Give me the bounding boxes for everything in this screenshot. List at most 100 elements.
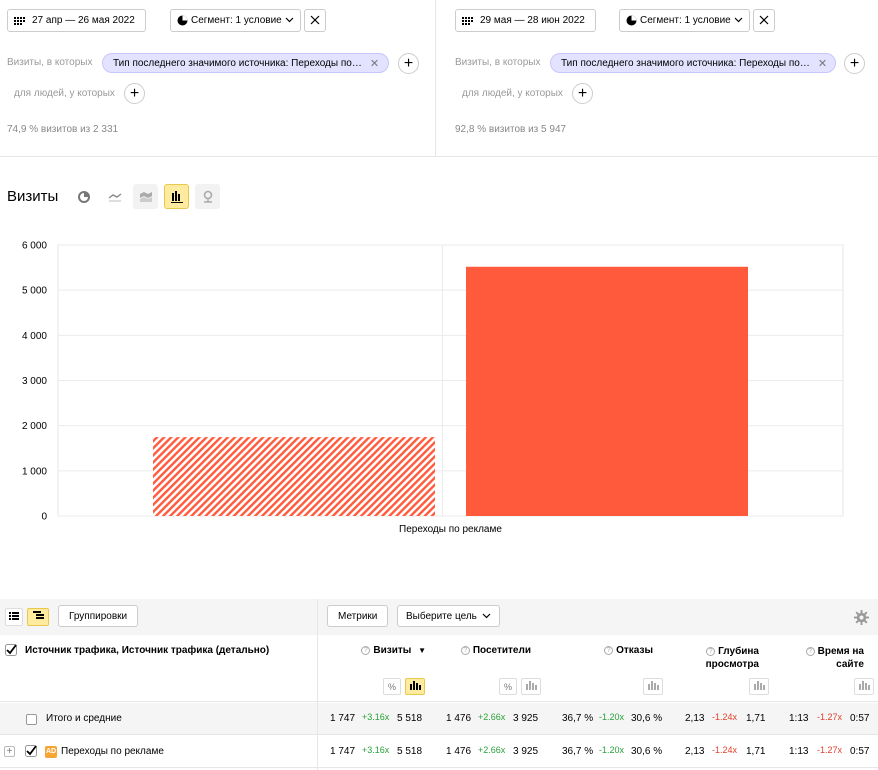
flat-view-button[interactable] — [5, 608, 23, 626]
percent-toggle[interactable]: % — [383, 678, 401, 695]
cell-delta: +2.66x — [478, 745, 506, 755]
dimension-header[interactable]: Источник трафика, Источник трафика (дета… — [25, 645, 270, 656]
y-tick-label: 0 — [41, 512, 47, 523]
bars-icon — [858, 680, 870, 693]
cell-value: 1,71 — [746, 746, 766, 757]
tree-view-button[interactable] — [27, 608, 49, 626]
dimension-checkbox[interactable] — [5, 644, 17, 659]
bars-toggle[interactable] — [643, 678, 663, 695]
visits-where-label: Визиты, в которых — [455, 57, 541, 68]
cell-delta: -1.27x — [817, 745, 843, 755]
cell-delta: +3.16x — [362, 745, 390, 755]
add-visit-condition-button[interactable]: + — [844, 53, 865, 74]
visits-where-label: Визиты, в которых — [7, 57, 93, 68]
people-where-label: для людей, у которых — [14, 88, 115, 99]
bars-toggle[interactable] — [749, 678, 769, 695]
bars-icon — [753, 680, 765, 693]
gear-icon[interactable] — [854, 610, 869, 628]
close-icon[interactable]: ✕ — [817, 57, 828, 70]
help-icon[interactable]: ? — [460, 646, 470, 655]
column-users[interactable]: ? Посетители — [460, 645, 531, 656]
bars-toggle[interactable] — [405, 678, 425, 695]
sort-desc-icon: ▼ — [418, 646, 426, 655]
totals-label: Итого и средние — [46, 713, 122, 724]
remove-segment-button[interactable] — [753, 9, 775, 32]
area-chart-icon[interactable] — [133, 184, 158, 209]
expand-row-button[interactable]: + — [4, 746, 15, 757]
chevron-down-icon — [482, 611, 491, 622]
table-column-divider — [317, 599, 318, 770]
segment-label: Сегмент: 1 условие — [640, 15, 731, 26]
segment-button[interactable]: Сегмент: 1 условие — [170, 9, 301, 32]
chevron-down-icon — [285, 15, 294, 26]
cell-value: 2,13 — [685, 746, 705, 757]
add-people-condition-button[interactable]: + — [572, 83, 593, 104]
bars-toggle[interactable] — [521, 678, 541, 695]
filter-chip-text: Тип последнего значимого источника: Пере… — [113, 57, 362, 69]
add-visit-condition-button[interactable]: + — [398, 53, 419, 74]
date-range-label: 29 мая — 28 июн 2022 — [480, 15, 585, 26]
percent-toggle[interactable]: % — [499, 678, 517, 695]
calendar-icon — [14, 16, 26, 26]
close-icon — [310, 13, 320, 28]
people-where-label: для людей, у которых — [462, 88, 563, 99]
x-category-label: Переходы по рекламе — [399, 524, 502, 535]
cell-delta: -1.27x — [817, 712, 843, 722]
groupings-button[interactable]: Группировки — [58, 605, 139, 627]
add-people-condition-button[interactable]: + — [124, 83, 145, 104]
bar-previous-period[interactable] — [153, 437, 435, 516]
help-icon[interactable]: ? — [706, 647, 716, 656]
date-range-button[interactable]: 27 апр — 26 мая 2022 — [7, 9, 146, 32]
chevron-down-icon — [734, 15, 743, 26]
table-header: Источник трафика, Источник трафика (дета… — [0, 635, 878, 702]
plus-icon: + — [403, 54, 414, 72]
panels-divider — [0, 156, 878, 157]
close-icon[interactable]: ✕ — [369, 57, 380, 70]
column-time-label-2: сайте — [836, 659, 864, 670]
bars-toggle[interactable] — [854, 678, 874, 695]
cell-delta: +2.66x — [478, 712, 506, 722]
y-tick-label: 4 000 — [22, 331, 47, 342]
line-chart-icon[interactable] — [102, 184, 127, 209]
row-label[interactable]: Переходы по рекламе — [61, 746, 164, 757]
segment-panel-right: 29 мая — 28 июн 2022 Сегмент: 1 условие … — [436, 0, 878, 156]
help-icon[interactable]: ? — [604, 646, 614, 655]
y-tick-label: 1 000 — [22, 466, 47, 477]
totals-row: Итого и средние 1 747 +3.16x 5 518 1 476… — [0, 703, 878, 735]
cell-value: 1:13 — [789, 746, 809, 757]
column-visits[interactable]: ? Визиты ▼ — [361, 645, 426, 656]
bar-chart-icon[interactable] — [164, 184, 189, 209]
pie-segment-icon — [626, 15, 637, 26]
metrics-label: Метрики — [338, 610, 378, 622]
pie-chart-icon[interactable] — [71, 184, 96, 209]
column-depth[interactable]: ? Глубина просмотра — [706, 645, 759, 671]
cell-value: 36,7 % — [562, 746, 594, 757]
tree-icon — [32, 611, 44, 623]
row-checkbox[interactable] — [25, 745, 37, 760]
help-icon[interactable]: ? — [361, 646, 371, 655]
column-time[interactable]: ? Время на сайте — [805, 645, 864, 671]
cell-delta: -1.20x — [599, 745, 625, 755]
filter-chip[interactable]: Тип последнего значимого источника: Пере… — [550, 53, 836, 73]
calendar-icon — [462, 16, 474, 26]
segment-button[interactable]: Сегмент: 1 условие — [619, 9, 750, 32]
totals-checkbox[interactable] — [26, 714, 37, 725]
map-icon[interactable] — [195, 184, 220, 209]
column-visits-label: Визиты — [373, 645, 412, 656]
filter-chip-text: Тип последнего значимого источника: Пере… — [561, 57, 810, 69]
cell-value: 1 747 — [330, 713, 356, 724]
cell-value: 3 925 — [513, 746, 539, 757]
select-goal-button[interactable]: Выберите цель — [397, 605, 500, 627]
column-bounce[interactable]: ? Отказы — [604, 645, 653, 656]
table-row[interactable]: + AD Переходы по рекламе 1 747 +3.16x 5 … — [0, 736, 878, 768]
bar-current-period[interactable] — [466, 266, 748, 516]
filter-chip[interactable]: Тип последнего значимого источника: Пере… — [102, 53, 389, 73]
remove-segment-button[interactable] — [304, 9, 326, 32]
cell-value: 1 747 — [330, 746, 356, 757]
date-range-button[interactable]: 29 мая — 28 июн 2022 — [455, 9, 596, 32]
metrics-button[interactable]: Метрики — [327, 605, 389, 627]
cell-delta: -1.20x — [599, 712, 625, 722]
list-icon — [9, 611, 19, 623]
help-icon[interactable]: ? — [805, 647, 815, 656]
table-toolbar: Группировки Метрики Выберите цель — [0, 599, 878, 635]
